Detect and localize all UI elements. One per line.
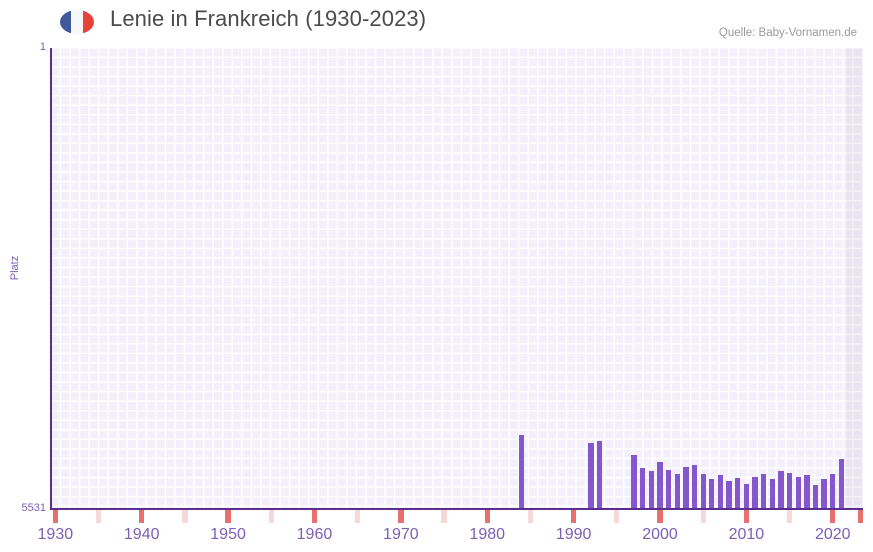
x-tick-1930 bbox=[52, 510, 58, 523]
bar-2007 bbox=[717, 474, 724, 509]
x-tick-1950 bbox=[225, 510, 231, 523]
x-axis-label-1930: 1930 bbox=[37, 526, 74, 543]
x-axis-label-1980: 1980 bbox=[469, 526, 506, 543]
bar-2001 bbox=[665, 470, 672, 509]
bar-2018 bbox=[812, 485, 819, 509]
bar-2020 bbox=[830, 473, 836, 509]
chart-header: Lenie in Frankreich (1930-2023) Quelle: … bbox=[0, 0, 873, 44]
x-axis-label-1960: 1960 bbox=[296, 526, 333, 543]
chart-title: Lenie in Frankreich (1930-2023) bbox=[110, 6, 427, 31]
x-tick-1975 bbox=[441, 510, 447, 523]
bar-2010 bbox=[743, 484, 750, 509]
bar-2011 bbox=[752, 477, 758, 509]
x-axis-line bbox=[50, 508, 863, 510]
y-axis-title: Platz bbox=[9, 255, 21, 281]
x-tick-1970 bbox=[398, 510, 404, 523]
x-tick-2005 bbox=[700, 510, 706, 523]
bar-2005 bbox=[700, 474, 706, 509]
bar-2021 bbox=[838, 459, 845, 509]
bar-2019 bbox=[821, 478, 827, 509]
flag-band-blue bbox=[60, 10, 72, 34]
x-tick-1995 bbox=[614, 510, 620, 523]
bar-2016 bbox=[795, 477, 801, 509]
x-tick-end bbox=[857, 510, 863, 523]
bar-series bbox=[51, 48, 863, 509]
y-axis-bottom-label: 5531 bbox=[21, 502, 46, 514]
bar-2003 bbox=[683, 467, 689, 509]
bar-1998 bbox=[640, 467, 646, 509]
bar-2004 bbox=[691, 465, 698, 509]
bar-2000 bbox=[657, 462, 663, 509]
grid-lines bbox=[51, 48, 863, 509]
x-axis-label-2010: 2010 bbox=[728, 526, 765, 543]
bar-1997 bbox=[631, 455, 637, 509]
bar-2017 bbox=[804, 475, 810, 509]
bar-2015 bbox=[786, 472, 793, 509]
x-tick-1965 bbox=[354, 510, 361, 523]
y-axis-line bbox=[50, 48, 52, 509]
bar-2013 bbox=[769, 478, 775, 509]
bar-1999 bbox=[648, 471, 655, 509]
plot-area bbox=[51, 48, 863, 509]
bar-2012 bbox=[760, 473, 767, 509]
x-tick-1955 bbox=[268, 510, 274, 523]
x-tick-1945 bbox=[182, 510, 188, 523]
bar-2006 bbox=[709, 479, 715, 509]
x-axis-label-2020: 2020 bbox=[814, 526, 851, 543]
bar-1993 bbox=[596, 440, 603, 509]
y-axis-top-label: 1 bbox=[39, 41, 46, 53]
bar-2014 bbox=[778, 471, 784, 509]
x-tick-2015 bbox=[786, 510, 793, 523]
bar-2002 bbox=[674, 474, 680, 509]
france-flag-icon bbox=[60, 10, 94, 34]
x-tick-1985 bbox=[527, 510, 534, 523]
x-axis-label-1990: 1990 bbox=[555, 526, 592, 543]
flag-band-red bbox=[82, 10, 94, 34]
x-axis-tick-strip bbox=[51, 510, 863, 523]
bar-2009 bbox=[735, 477, 741, 509]
bar-2008 bbox=[726, 480, 732, 509]
x-tick-2010 bbox=[743, 510, 750, 523]
x-tick-1940 bbox=[139, 510, 145, 523]
x-tick-1935 bbox=[95, 510, 102, 523]
x-tick-1960 bbox=[311, 510, 318, 523]
bar-1984 bbox=[519, 434, 525, 509]
source-attribution: Quelle: Baby-Vornamen.de bbox=[718, 27, 857, 39]
x-tick-1980 bbox=[484, 510, 490, 523]
x-tick-1990 bbox=[570, 510, 577, 523]
shaded-future-region bbox=[845, 48, 863, 509]
x-tick-2020 bbox=[830, 510, 836, 523]
x-tick-2000 bbox=[657, 510, 663, 523]
x-axis-label-2000: 2000 bbox=[642, 526, 678, 543]
x-axis-label-1950: 1950 bbox=[210, 526, 246, 543]
bar-1992 bbox=[588, 442, 594, 509]
flag-band-white bbox=[71, 10, 83, 34]
x-axis-label-1940: 1940 bbox=[123, 526, 160, 543]
x-axis-label-1970: 1970 bbox=[383, 526, 419, 543]
